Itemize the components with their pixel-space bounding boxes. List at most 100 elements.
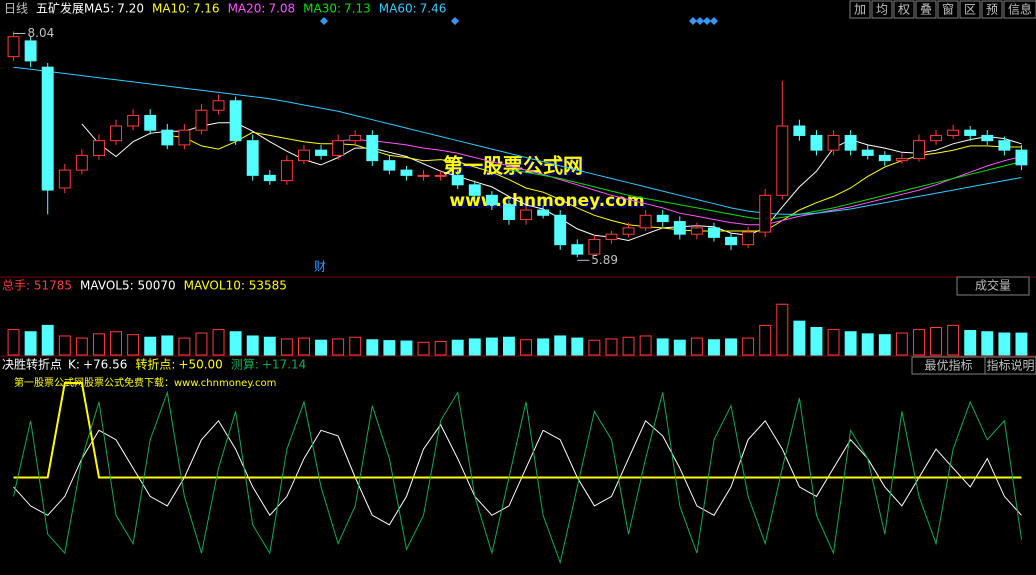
candle-body xyxy=(776,125,789,196)
toolbar-button[interactable] xyxy=(849,0,871,19)
volume-bar xyxy=(605,338,618,356)
volume-bar xyxy=(588,339,601,356)
indicator-note: 第一股票公式网股票公式免费下载：www.chnmoney.com xyxy=(14,376,276,389)
candle-body xyxy=(58,169,71,189)
toolbar-button[interactable] xyxy=(981,0,1003,19)
volume-bar xyxy=(930,327,943,356)
candle-body xyxy=(468,184,481,196)
candle-body xyxy=(1015,149,1028,166)
indicator-title: 决胜转折点 xyxy=(2,357,62,372)
candle-body xyxy=(725,236,738,246)
candle-body xyxy=(571,244,584,255)
candle-body xyxy=(844,134,857,151)
volume-bar xyxy=(246,335,259,356)
legend-value: +50.00 xyxy=(178,358,222,372)
toolbar-button[interactable] xyxy=(871,0,893,19)
volume-bar xyxy=(332,338,345,356)
volume-bar xyxy=(451,339,464,356)
volume-bar xyxy=(998,332,1011,356)
candle-body xyxy=(246,140,259,176)
max-label: 8.04 xyxy=(28,26,55,40)
toolbar-label[interactable]: 窗 xyxy=(942,3,954,17)
panel-button-label[interactable]: 成交量 xyxy=(975,278,1011,293)
volume-bar xyxy=(622,336,635,356)
volume-bar xyxy=(7,329,20,356)
indicator-line xyxy=(13,66,1022,215)
toolbar-label[interactable]: 叠 xyxy=(920,3,932,17)
candle-body xyxy=(537,209,550,216)
candle-body xyxy=(41,66,54,191)
candle-body xyxy=(383,160,396,171)
toolbar-button[interactable] xyxy=(893,0,915,19)
volume-bar xyxy=(161,335,174,356)
volume-bar xyxy=(485,337,498,356)
volume-bar xyxy=(178,337,191,356)
toolbar-label[interactable]: 预 xyxy=(986,3,998,17)
panel-button[interactable] xyxy=(984,356,1036,375)
volume-bar xyxy=(434,340,447,356)
volume-bar xyxy=(144,336,157,356)
candle-body xyxy=(434,174,447,177)
candle-body xyxy=(195,109,208,131)
legend-name: MA10: xyxy=(152,2,190,16)
candle-body xyxy=(161,129,174,146)
panel-button-label[interactable]: 最优指标 xyxy=(924,358,972,373)
indicator-line xyxy=(13,390,1022,565)
stock-name: 五矿发展 xyxy=(36,1,84,16)
volume-bar xyxy=(349,336,362,356)
candle-body xyxy=(742,231,755,246)
toolbar-button[interactable] xyxy=(915,0,937,19)
candle-body xyxy=(554,214,567,246)
candle-body xyxy=(485,194,498,206)
volume-bar xyxy=(75,337,88,356)
candle-body xyxy=(656,214,669,223)
toolbar-label[interactable]: 均 xyxy=(876,3,888,17)
legend-name: K: xyxy=(68,358,80,372)
volume-bar xyxy=(673,339,686,356)
candle-body xyxy=(930,134,943,142)
volume-bar xyxy=(58,335,71,356)
panel-button[interactable] xyxy=(956,276,1030,296)
candle-body xyxy=(366,134,379,162)
volume-bar xyxy=(315,339,328,356)
candle-body xyxy=(639,214,652,229)
top-diamonds xyxy=(320,17,718,25)
panel-button-label[interactable]: 指标说明 xyxy=(986,358,1034,373)
volume-bar xyxy=(24,331,37,356)
watermark-url: www.chnmoney.com xyxy=(449,191,644,211)
candle-body xyxy=(315,149,328,156)
volume-bar xyxy=(656,338,669,356)
candle-body xyxy=(229,100,242,142)
watermark-url-shadow: www.chnmoney.com xyxy=(451,193,646,213)
legend-name: MA60: xyxy=(379,2,417,16)
volume-bar xyxy=(520,339,533,356)
volume-bar xyxy=(981,331,994,356)
legend-value: 7.13 xyxy=(344,2,371,16)
volume-bar xyxy=(810,327,823,356)
volume-header: MAVOL10: 53585 xyxy=(184,279,287,293)
toolbar-button[interactable] xyxy=(937,0,959,19)
candle-body xyxy=(759,194,772,233)
candle-body xyxy=(75,154,88,171)
candle-body xyxy=(280,160,293,182)
candle-body xyxy=(878,154,891,162)
candle-body xyxy=(981,134,994,142)
legend-value: +17.14 xyxy=(262,358,306,372)
volume-bar xyxy=(964,329,977,356)
volume-bar xyxy=(554,335,567,356)
volume-bar xyxy=(537,338,550,356)
candle-body xyxy=(673,221,686,235)
toolbar-label[interactable]: 权 xyxy=(898,3,910,17)
candle-body xyxy=(451,174,464,186)
toolbar-label[interactable]: 区 xyxy=(964,3,976,17)
legend-name: MA30: xyxy=(303,2,341,16)
legend-name: MA20: xyxy=(228,2,266,16)
candle-body xyxy=(212,100,225,111)
candle-body xyxy=(861,149,874,156)
toolbar-button[interactable] xyxy=(1003,0,1036,19)
toolbar-label[interactable]: 信息 xyxy=(1008,2,1032,17)
toolbar-button[interactable] xyxy=(959,0,981,19)
toolbar-label[interactable]: 加 xyxy=(854,3,866,17)
candle-body xyxy=(7,36,20,58)
